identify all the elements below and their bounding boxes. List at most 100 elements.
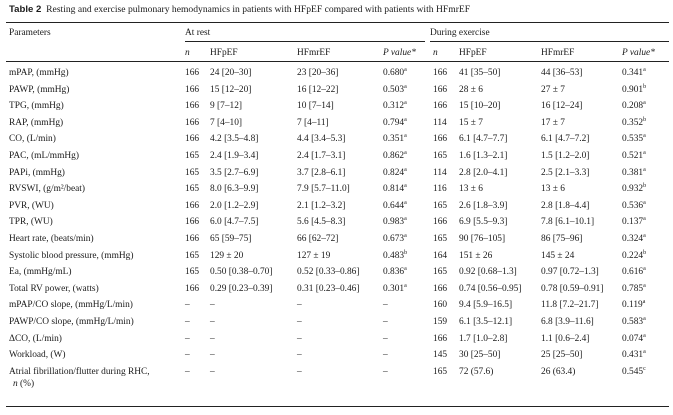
exercise-pvalue-footnote: a <box>643 282 646 289</box>
rest-hfpef: 3.5 [2.7–6.9] <box>210 167 259 178</box>
rest-pvalue-number: – <box>383 366 388 377</box>
rest-hfmref: – <box>297 333 302 344</box>
exercise-pvalue-number: 0.208 <box>622 101 644 112</box>
rest-pvalue: – <box>383 317 388 328</box>
parameter-name: RVSWI, (g/m²/beat) <box>9 184 86 195</box>
parameter-name: PVR, (WU) <box>9 201 54 212</box>
exercise-pvalue-footnote: b <box>643 83 647 90</box>
rest-hfmref: 4.4 [3.4–5.3] <box>297 134 346 145</box>
rest-hfpef: 15 [12–20] <box>210 84 252 95</box>
rest-n: 166 <box>185 134 200 145</box>
header-rest-pvalue: P value* <box>383 48 416 58</box>
rest-group-rule <box>185 41 425 42</box>
exercise-hfmref: 1.5 [1.2–2.0] <box>541 151 590 161</box>
exercise-pvalue-number: 0.324 <box>622 234 644 244</box>
parameter-label: PAC, (mL/mmHg) <box>9 151 79 161</box>
exercise-pvalue: 0.901b <box>622 83 647 96</box>
exercise-pvalue-footnote: b <box>643 183 647 190</box>
rest-hfmref: 0.31 [0.23–0.46] <box>297 283 360 294</box>
rest-n: 166 <box>185 117 200 128</box>
exercise-n: 166 <box>433 134 448 145</box>
exercise-hfmref: 145 ± 24 <box>541 250 575 261</box>
parameter-label: PAWP/CO slope, (mmHg/L/min) <box>9 317 134 327</box>
rest-pvalue-number: – <box>383 333 388 344</box>
rest-hfpef: 4.2 [3.5–4.8] <box>210 134 259 145</box>
exercise-pvalue-number: 0.119 <box>622 300 643 311</box>
parameter-label: Heart rate, (beats/min) <box>9 234 94 244</box>
rest-pvalue-number: 0.824 <box>383 167 405 178</box>
rest-pvalue-footnote: a <box>404 67 407 73</box>
rest-n: 165 <box>185 167 200 178</box>
exercise-hfmref: 7.8 [6.1–10.1] <box>541 217 595 228</box>
parameter-label: Workload, (W) <box>9 350 66 361</box>
exercise-pvalue-number: 0.535 <box>622 134 644 145</box>
parameter-name: RAP, (mmHg) <box>9 118 63 129</box>
exercise-hfmref: 13 ± 6 <box>541 184 565 195</box>
exercise-pvalue-number: 0.352 <box>622 117 644 128</box>
parameter-unit: (g/m²/beat) <box>43 184 86 195</box>
rest-pvalue-footnote: a <box>404 183 407 190</box>
rest-pvalue-footnote: b <box>404 249 408 256</box>
rest-n: 166 <box>185 283 200 294</box>
exercise-pvalue-footnote: a <box>643 332 646 339</box>
rest-pvalue: 0.983a <box>383 216 407 228</box>
exercise-pvalue-footnote: a <box>643 233 646 239</box>
rest-pvalue: 0.351a <box>383 133 407 145</box>
parameter-name: Atrial fibrillation/flutter during RHC, <box>9 367 150 378</box>
exercise-pvalue-number: 0.901 <box>622 84 644 95</box>
parameter-label: RAP, (mmHg) <box>9 117 64 128</box>
exercise-pvalue: 0.932b <box>622 183 647 195</box>
exercise-hfmref: 16 [12–24] <box>541 101 583 112</box>
rest-pvalue-number: 0.644 <box>383 200 405 211</box>
exercise-n: 116 <box>433 184 447 195</box>
exercise-pvalue: 0.137a <box>622 216 646 228</box>
rest-pvalue: 0.312a <box>383 100 407 112</box>
rest-n: – <box>185 333 190 344</box>
exercise-pvalue-number: 0.583 <box>622 317 644 327</box>
rest-pvalue-number: – <box>383 300 388 311</box>
rest-hfpef: 0.50 [0.38–0.70] <box>210 267 273 278</box>
exercise-hfmref: 86 [75–96] <box>541 234 583 244</box>
parameter-label: TPG, (mmHg) <box>9 101 64 112</box>
parameter-label: RVSWI <box>9 184 39 195</box>
parameter-label: Atrial fibrillation/flutter during RHC, <box>9 366 150 377</box>
header-exercise-pvalue: P value* <box>622 48 655 58</box>
table-caption-label: Table 2 <box>9 4 42 15</box>
rest-pvalue: – <box>383 350 388 361</box>
exercise-hfpef: 72 (57.6) <box>459 366 494 377</box>
table-top-rule <box>6 22 669 23</box>
header-exercise-hfmref: HFmrEF <box>541 48 575 58</box>
rest-pvalue-number: 0.680 <box>383 68 405 78</box>
parameter-label-line2: n (%) <box>13 378 35 389</box>
rest-hfmref: 2.4 [1.7–3.1] <box>297 151 346 161</box>
exercise-pvalue-footnote: a <box>643 349 646 356</box>
rest-pvalue-footnote: a <box>404 100 407 107</box>
rest-hfmref: 5.6 [4.5–8.3] <box>297 217 346 228</box>
exercise-hfpef: 41 [35–50] <box>459 68 501 78</box>
rest-pvalue-number: 0.312 <box>383 101 405 112</box>
rest-pvalue: 0.794a <box>383 116 407 129</box>
exercise-n: 166 <box>433 333 448 344</box>
parameter-name: Total RV power, (watts) <box>9 284 99 295</box>
exercise-group-rule <box>430 41 669 42</box>
exercise-n: 145 <box>433 350 448 361</box>
exercise-hfpef: 30 [25–50] <box>459 350 501 361</box>
rest-pvalue-number: 0.814 <box>383 184 405 195</box>
parameter-label: Ea, (mmHg/mL) <box>9 267 72 278</box>
exercise-hfpef: 2.8 [2.0–4.1] <box>459 167 508 178</box>
rest-pvalue-footnote: a <box>404 116 407 123</box>
parameter-name: PAWP, (mmHg) <box>9 85 69 96</box>
exercise-pvalue: 0.431a <box>622 349 646 361</box>
exercise-n: 166 <box>433 68 448 78</box>
rest-pvalue-number: 0.983 <box>383 217 405 228</box>
rest-hfpef: 7 [4–10] <box>210 117 243 128</box>
exercise-pvalue-footnote: a <box>643 266 646 273</box>
rest-hfpef: 8.0 [6.3–9.9] <box>210 184 259 195</box>
rest-hfmref: 16 [12–22] <box>297 84 339 95</box>
rest-pvalue: 0.824a <box>383 167 407 179</box>
exercise-n: 165 <box>433 267 448 278</box>
exercise-pvalue: 0.536a <box>622 200 646 212</box>
parameter-label: PAPi, (mmHg) <box>9 167 65 178</box>
exercise-hfmref: 2.5 [2.1–3.3] <box>541 167 590 178</box>
exercise-pvalue: 0.616a <box>622 266 646 278</box>
